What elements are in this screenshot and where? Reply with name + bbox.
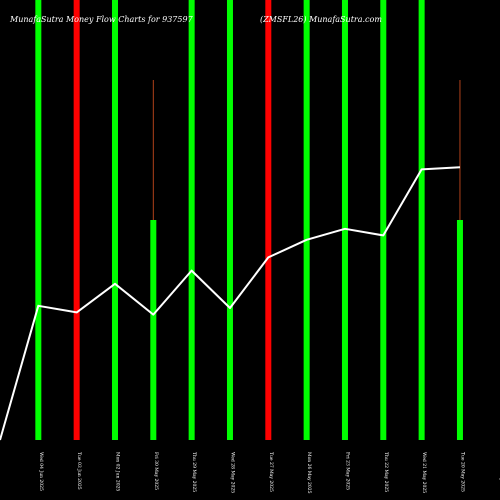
money-flow-bar — [111, 0, 118, 440]
money-flow-bar — [303, 0, 310, 440]
chart-title-right: (ZMSFL26) MunafaSutra.com — [260, 15, 382, 24]
x-tick-label: Tue 20 May 2025 — [459, 452, 465, 492]
x-tick-label: Tue 03 Jun 2025 — [76, 452, 82, 490]
x-tick-label: Wed 04 Jun 2025 — [38, 452, 44, 491]
x-tick-labels: Wed 04 Jun 2025 Tue 03 Jun 2025 Mon 02 Jun… — [38, 452, 500, 494]
x-tick-label: Tue 27 May 2025 — [268, 452, 274, 492]
money-flow-line — [0, 166, 461, 441]
money-flow-bar — [380, 0, 387, 440]
x-tick-label: Thu 29 May 2025 — [191, 452, 197, 492]
x-tick-label: Mon 26 May 2025 — [306, 452, 312, 494]
money-flow-bar — [341, 0, 348, 440]
x-tick-label: Wed 28 May 2025 — [229, 452, 235, 493]
money-flow-bar — [150, 220, 157, 440]
money-flow-bar — [456, 220, 463, 440]
x-tick-label: Wed 21 May 2025 — [421, 452, 427, 493]
money-flow-bar — [188, 0, 195, 440]
x-tick-label: Mon 02 Jun 2025 — [114, 452, 120, 491]
money-flow-bar — [226, 0, 233, 440]
money-flow-bar — [35, 0, 42, 440]
x-tick-label: Thu 22 May 2025 — [383, 452, 389, 492]
money-flow-bar — [265, 0, 272, 440]
x-tick-label: Mon 19 May 2025 — [498, 452, 500, 494]
bars-layer — [35, 0, 463, 440]
x-tick-label: Fri 30 May 2025 — [153, 452, 159, 490]
money-flow-line-layer — [0, 166, 461, 441]
money-flow-bar — [418, 0, 425, 440]
chart-title-left: MunafaSutra Money Flow Charts for 937597 — [9, 15, 194, 24]
x-tick-label: Fri 23 May 2025 — [344, 452, 350, 490]
money-flow-bar — [73, 0, 80, 440]
